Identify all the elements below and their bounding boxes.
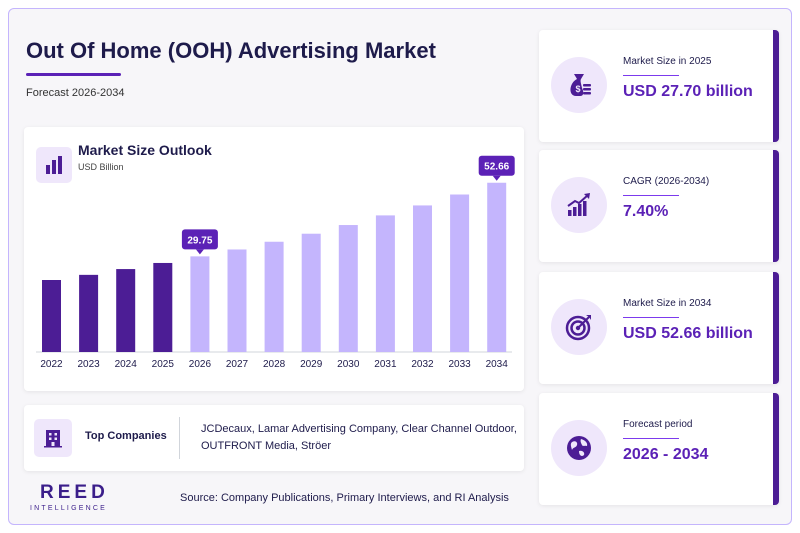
page-title: Out Of Home (OOH) Advertising Market xyxy=(26,38,436,63)
data-label-2026: 29.75 xyxy=(181,229,218,255)
stat-card-forecast-period: Forecast period 2026 - 2034 xyxy=(539,393,779,505)
bar-2025 xyxy=(153,262,173,352)
stat-divider xyxy=(623,195,679,196)
bar-2023 xyxy=(79,274,99,352)
chart-card: 2022 2023 2024 2025 2026 2027 2028 2029 2030 2031… xyxy=(24,127,524,391)
globe-icon xyxy=(551,420,607,476)
tick-label-2028: 2028 xyxy=(263,359,286,370)
tick-label-2034: 2034 xyxy=(486,359,509,370)
bar-2029 xyxy=(301,233,321,352)
top-companies-list: JCDecaux, Lamar Advertising Company, Cle… xyxy=(201,423,517,452)
stat-value: 7.40% xyxy=(623,203,669,220)
chart-title: Market Size Outlook xyxy=(78,142,212,158)
stat-value: 2026 - 2034 xyxy=(623,446,709,463)
tick-label-2023: 2023 xyxy=(77,359,100,370)
tick-label-2027: 2027 xyxy=(226,359,249,370)
bar-2024 xyxy=(116,269,136,352)
bar-chart: 2022 2023 2024 2025 2026 2027 2028 2029 2030 2031… xyxy=(36,155,515,370)
source-note: Source: Company Publications, Primary In… xyxy=(180,492,509,504)
bar-2022 xyxy=(42,280,61,352)
top-companies-card: Top Companies JCDecaux, Lamar Advertisin… xyxy=(24,405,524,471)
bar-2026 xyxy=(190,256,210,352)
data-label-2034: 52.66 xyxy=(478,155,515,181)
stat-label: Forecast period xyxy=(623,419,693,430)
building-icon xyxy=(34,419,72,457)
tick-label-2033: 2033 xyxy=(448,359,471,370)
tick-label-2022: 2022 xyxy=(40,359,63,370)
money-bag-icon: $ xyxy=(551,57,607,113)
stat-card-market-size-2025: $ Market Size in 2025 USD 27.70 billion xyxy=(539,30,779,142)
tick-label-2024: 2024 xyxy=(115,359,138,370)
stat-value: USD 27.70 billion xyxy=(623,83,753,100)
title-underline xyxy=(26,73,121,76)
tick-label-2026: 2026 xyxy=(189,359,212,370)
bar-2027 xyxy=(227,249,247,352)
logo-subtext: INTELLIGENCE xyxy=(30,505,107,512)
tick-label-2032: 2032 xyxy=(411,359,434,370)
top-companies-label: Top Companies xyxy=(85,430,167,442)
bar-2030 xyxy=(338,225,358,352)
stat-divider xyxy=(623,75,679,76)
bar-2028 xyxy=(264,241,284,352)
stat-label: CAGR (2026-2034) xyxy=(623,176,710,187)
bar-2034 xyxy=(487,182,507,352)
stat-value: USD 52.66 billion xyxy=(623,325,753,342)
stat-divider xyxy=(623,438,679,439)
stat-card-cagr: CAGR (2026-2034) 7.40% xyxy=(539,150,779,262)
svg-text:52.66: 52.66 xyxy=(484,162,509,173)
chart-unit: USD Billion xyxy=(78,162,124,172)
svg-text:$: $ xyxy=(576,84,581,94)
bar-2033 xyxy=(450,194,470,352)
stat-label: Market Size in 2034 xyxy=(623,298,712,309)
tick-label-2029: 2029 xyxy=(300,359,323,370)
bar-2032 xyxy=(413,205,432,352)
target-icon xyxy=(551,299,607,355)
logo-text: REED xyxy=(40,482,109,503)
tick-label-2030: 2030 xyxy=(337,359,360,370)
stat-divider xyxy=(623,317,679,318)
bar-chart-icon xyxy=(36,147,72,183)
tick-label-2031: 2031 xyxy=(374,359,397,370)
stat-card-market-size-2034: Market Size in 2034 USD 52.66 billion xyxy=(539,272,779,384)
divider xyxy=(179,417,180,459)
tick-label-2025: 2025 xyxy=(152,359,175,370)
bar-2031 xyxy=(375,215,395,352)
growth-chart-icon xyxy=(551,177,607,233)
stat-label: Market Size in 2025 xyxy=(623,56,712,67)
svg-text:29.75: 29.75 xyxy=(187,235,212,246)
page-subtitle: Forecast 2026-2034 xyxy=(26,87,125,99)
